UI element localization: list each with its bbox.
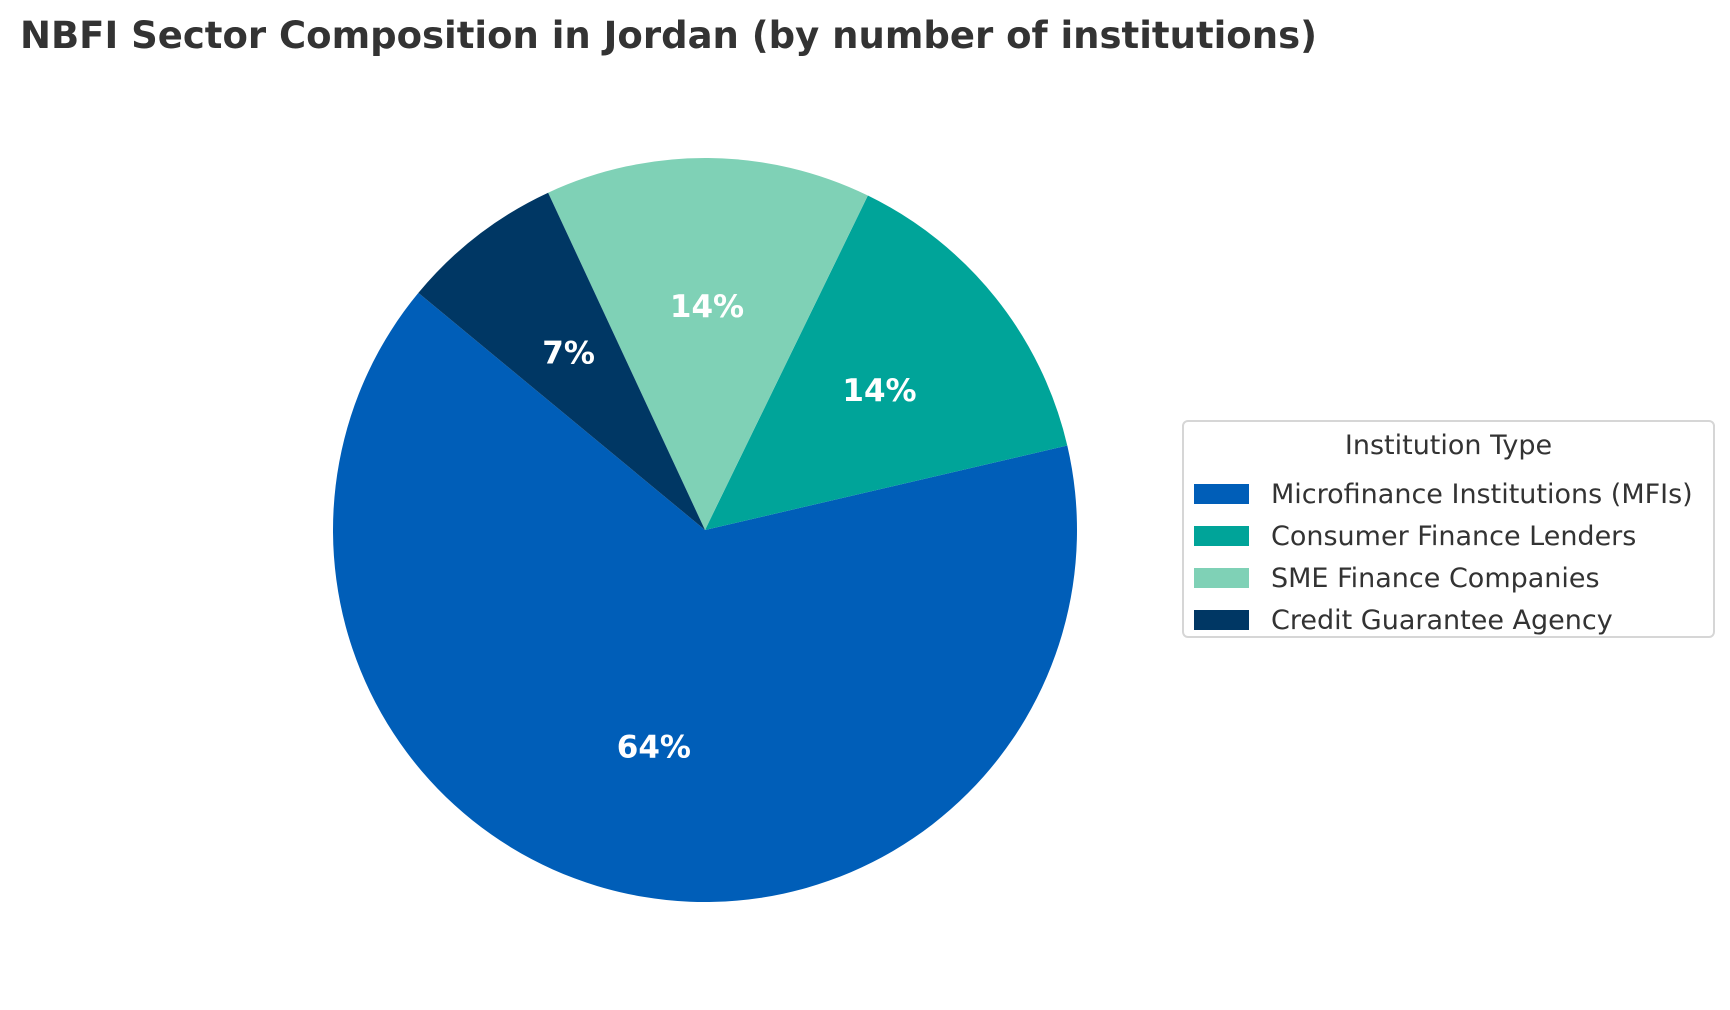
legend-title: Institution Type <box>1344 430 1553 461</box>
legend-swatch-2 <box>1194 568 1249 588</box>
pie-slice-3 <box>418 192 705 531</box>
legend-item-1: Consumer Finance Lenders <box>1194 516 1636 556</box>
legend-swatch-0 <box>1194 484 1249 504</box>
legend-swatch-3 <box>1194 610 1249 630</box>
pie-slice-label-3: 7% <box>542 335 595 371</box>
pie-slice-label-0: 64% <box>617 729 691 765</box>
pie-slice-label-2: 14% <box>670 289 744 325</box>
legend-label-0: Microfinance Institutions (MFIs) <box>1271 478 1693 510</box>
legend-label-2: SME Finance Companies <box>1271 562 1600 594</box>
pie-slice-0 <box>333 292 1078 902</box>
pie-slice-label-1: 14% <box>842 373 916 409</box>
legend: Institution Type Microfinance Institutio… <box>1182 420 1715 638</box>
chart-title: NBFI Sector Composition in Jordan (by nu… <box>20 14 1318 57</box>
legend-label-3: Credit Guarantee Agency <box>1271 604 1613 636</box>
legend-item-2: SME Finance Companies <box>1194 558 1600 598</box>
legend-swatch-1 <box>1194 526 1249 546</box>
pie-slice-1 <box>705 195 1068 531</box>
pie-slice-2 <box>548 158 868 530</box>
legend-item-0: Microfinance Institutions (MFIs) <box>1194 474 1693 514</box>
legend-item-3: Credit Guarantee Agency <box>1194 600 1613 640</box>
legend-label-1: Consumer Finance Lenders <box>1271 520 1637 552</box>
